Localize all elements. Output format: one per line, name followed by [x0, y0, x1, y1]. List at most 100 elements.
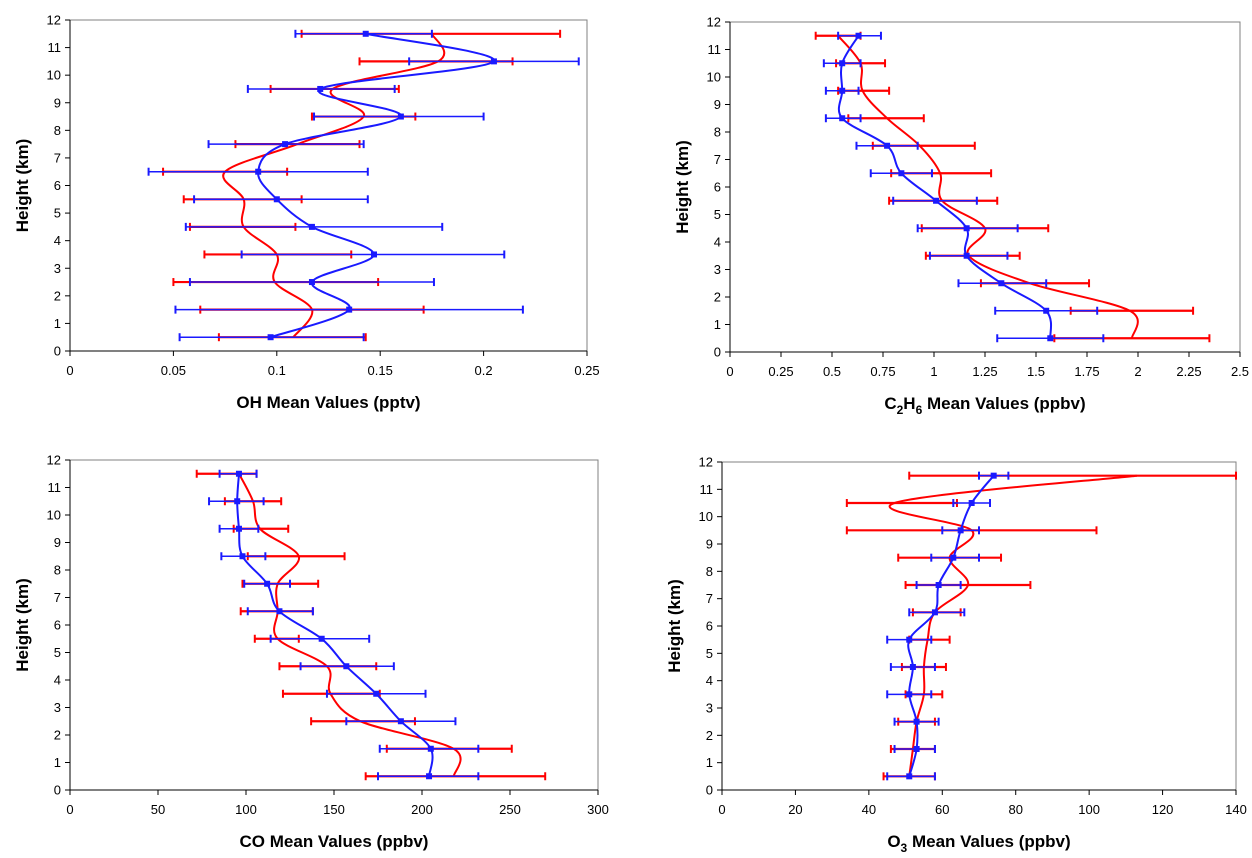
y-tick-label: 2	[714, 290, 721, 305]
data-point-marker	[1043, 307, 1050, 314]
data-point-marker	[906, 773, 913, 780]
y-tick-label: 11	[708, 42, 722, 57]
y-tick-label: 0	[54, 783, 61, 798]
y-tick-label: 6	[54, 178, 61, 193]
data-point-marker	[235, 470, 242, 477]
data-point-marker	[318, 635, 325, 642]
data-point-marker	[267, 334, 274, 341]
series-red	[195, 469, 547, 781]
x-axis-title-species: CO	[240, 832, 266, 851]
data-point-marker	[933, 197, 940, 204]
y-tick-label: 1	[54, 755, 61, 770]
x-tick-label: 100	[235, 802, 257, 817]
data-point-marker	[913, 746, 920, 752]
data-point-marker	[963, 225, 970, 232]
x-axis-title-subscript: 2	[897, 403, 904, 417]
data-point-marker	[839, 115, 846, 122]
series-blue	[208, 469, 480, 781]
x-tick-label: 2.25	[1176, 364, 1201, 379]
y-tick-label: 9	[54, 535, 61, 550]
data-point-marker	[898, 170, 905, 177]
y-tick-label: 1	[714, 317, 721, 332]
data-point-marker	[998, 280, 1005, 287]
mean-profile-line	[257, 32, 495, 339]
y-tick-label: 3	[54, 700, 61, 715]
x-tick-label: 150	[323, 802, 345, 817]
data-point-marker	[968, 500, 975, 506]
x-axis-title-text: Mean Values (ppbv)	[907, 832, 1070, 851]
y-tick-label: 9	[706, 537, 713, 552]
plot-area-frame	[69, 459, 599, 791]
y-tick-label: 3	[706, 701, 713, 716]
mean-profile-line	[837, 35, 1053, 339]
y-tick-label: 5	[706, 646, 713, 661]
x-axis-title-species-part: H	[903, 394, 915, 413]
y-tick-label: 11	[700, 482, 714, 497]
data-point-marker	[855, 32, 862, 39]
y-tick-label: 12	[47, 13, 61, 28]
y-tick-label: 0	[714, 345, 721, 360]
x-tick-label: 0	[718, 802, 725, 817]
data-point-marker	[397, 718, 404, 725]
y-axis-title: Height (km)	[13, 139, 32, 233]
x-tick-label: 1.5	[1027, 364, 1045, 379]
data-point-marker	[264, 580, 271, 587]
data-point-marker	[957, 527, 964, 534]
mean-profile-line	[889, 474, 1138, 777]
data-point-marker	[343, 663, 350, 670]
data-point-marker	[884, 142, 891, 149]
x-axis-title: CO Mean Values (ppbv)	[240, 832, 429, 851]
data-point-marker	[235, 525, 242, 532]
data-point-marker	[317, 85, 324, 92]
x-tick-label: 0.15	[368, 363, 393, 378]
y-tick-label: 4	[706, 673, 713, 688]
y-tick-label: 9	[54, 95, 61, 110]
mean-profile-line	[907, 475, 995, 777]
y-tick-label: 8	[706, 564, 713, 579]
x-tick-label: 0.2	[475, 363, 493, 378]
x-tick-label: 100	[1078, 802, 1100, 817]
series-blue	[822, 31, 1105, 343]
y-tick-label: 7	[706, 591, 713, 606]
data-point-marker	[490, 58, 497, 65]
x-tick-label: 200	[411, 802, 433, 817]
x-tick-label: 1	[930, 364, 937, 379]
x-axis-title: O3 Mean Values (ppbv)	[887, 832, 1070, 855]
data-point-marker	[234, 498, 241, 505]
y-tick-label: 4	[54, 673, 61, 688]
data-point-marker	[370, 251, 377, 258]
x-tick-label: 0	[726, 364, 733, 379]
data-point-marker	[1047, 335, 1054, 342]
data-point-marker	[839, 87, 846, 94]
data-point-marker	[931, 609, 938, 616]
data-point-marker	[909, 664, 916, 670]
x-tick-label: 1.75	[1074, 364, 1099, 379]
data-point-marker	[346, 306, 353, 313]
data-point-marker	[913, 718, 920, 725]
x-tick-label: 0	[66, 802, 73, 817]
x-tick-label: 0.05	[161, 363, 186, 378]
y-tick-label: 11	[48, 480, 62, 495]
data-point-marker	[906, 691, 913, 698]
data-point-marker	[906, 636, 913, 643]
plot-area-frame	[729, 21, 1241, 353]
y-tick-label: 10	[47, 68, 61, 83]
y-axis-title: Height (km)	[673, 140, 692, 234]
x-axis-title-species: O	[887, 832, 900, 851]
y-tick-label: 0	[706, 783, 713, 798]
data-point-marker	[935, 582, 942, 588]
x-axis-title-subscript: 3	[901, 841, 908, 855]
y-tick-label: 8	[714, 125, 721, 140]
x-tick-label: 2	[1134, 364, 1141, 379]
data-point-marker	[276, 608, 283, 615]
y-tick-label: 3	[714, 262, 721, 277]
y-tick-label: 2	[54, 288, 61, 303]
series-red	[814, 31, 1211, 343]
y-tick-label: 2	[706, 728, 713, 743]
y-tick-label: 9	[714, 97, 721, 112]
data-point-marker	[373, 690, 380, 697]
x-tick-label: 1.25	[972, 364, 997, 379]
x-axis-title-text: Mean Values (pptv)	[262, 393, 421, 412]
y-tick-label: 1	[706, 755, 713, 770]
